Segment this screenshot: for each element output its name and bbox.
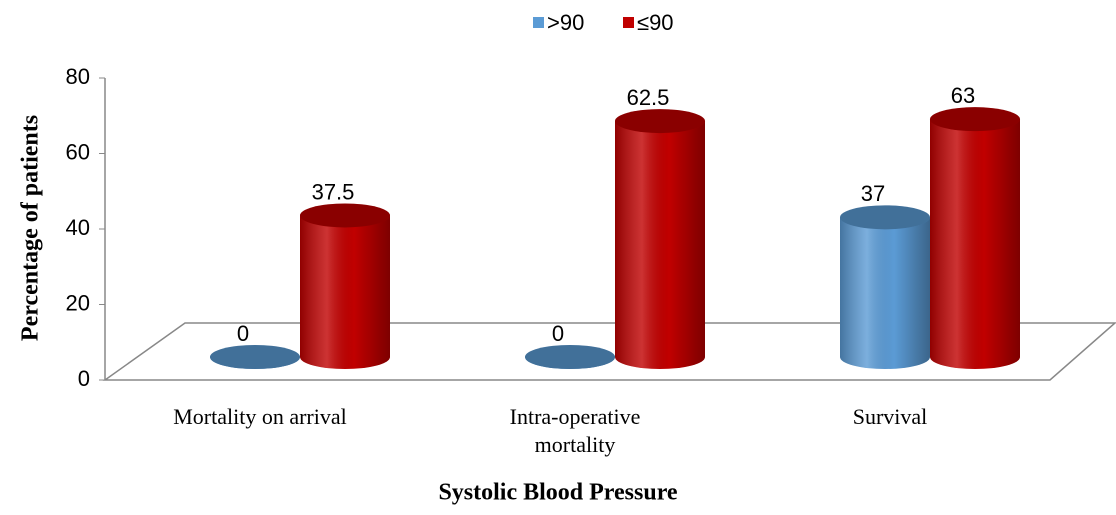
bar-shade — [840, 217, 930, 369]
bar-shade — [300, 215, 390, 369]
bar-top-shade — [615, 109, 705, 134]
bar-top — [930, 107, 1020, 132]
bar-top-shade — [930, 107, 1020, 132]
x-tick-label: Mortality on arrival — [173, 404, 347, 429]
bar-top-shade — [840, 205, 930, 230]
bar-top — [300, 203, 390, 228]
value-label: 37.5 — [312, 179, 355, 204]
y-tick-label: 40 — [66, 215, 90, 240]
value-label: 63 — [951, 83, 975, 108]
bar-top-shade — [525, 345, 615, 369]
y-tick-label: 20 — [66, 290, 90, 315]
bar-shade — [615, 121, 705, 369]
y-tick-label: 80 — [66, 64, 90, 89]
floor — [102, 322, 1116, 381]
legend-label: >90 — [547, 10, 584, 35]
y-axis-label: Percentage of patients — [18, 115, 44, 341]
bar-top — [525, 345, 615, 369]
legend-swatch — [533, 17, 544, 28]
bar-top-shade — [300, 203, 390, 228]
bar-top — [615, 109, 705, 134]
x-tick-label: Intra-operative mortality — [509, 404, 641, 457]
bar-top-shade — [210, 345, 300, 369]
value-label: 62.5 — [627, 85, 670, 110]
x-tick-label: Survival — [852, 404, 928, 429]
y-tick-label: 0 — [78, 366, 90, 391]
value-label: 0 — [552, 321, 564, 346]
x-axis-label: Systolic Blood Pressure — [438, 480, 677, 506]
bar-shade — [930, 119, 1020, 369]
bar-top — [840, 205, 930, 230]
value-label: 0 — [237, 321, 249, 346]
legend-label: ≤90 — [637, 10, 674, 35]
legend-swatch — [623, 17, 634, 28]
bar-top — [210, 345, 300, 369]
value-label: 37 — [861, 181, 885, 206]
y-tick-label: 60 — [66, 139, 90, 164]
